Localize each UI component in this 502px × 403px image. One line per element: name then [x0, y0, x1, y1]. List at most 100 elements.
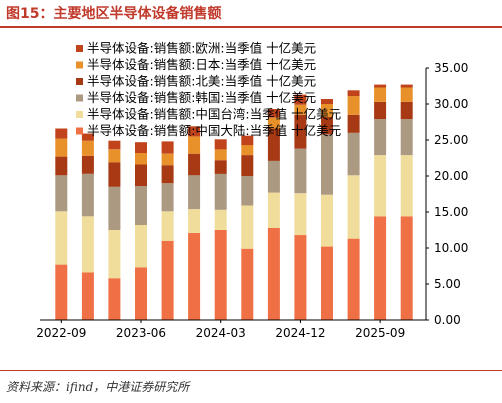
y-tick-label: 35.00: [434, 61, 468, 75]
legend-swatch-north_america: [76, 78, 83, 85]
x-tick-label: 2022-09: [36, 326, 86, 340]
bar-segment-taiwan-2022-12: [81, 216, 94, 273]
y-tick-label: 10.00: [434, 241, 468, 255]
bar-segment-europe-2022-12: [81, 133, 94, 141]
legend-swatch-europe: [76, 45, 83, 52]
legend-label-japan: 半导体设备:销售额:日本:当季值 十亿美元: [87, 57, 316, 72]
x-tick-label: 2024-12: [275, 326, 325, 340]
legend-label-north_america: 半导体设备:销售额:北美:当季值 十亿美元: [87, 74, 316, 89]
legend-swatch-mainland: [76, 127, 83, 135]
bar-segment-taiwan-2024-06: [241, 205, 254, 249]
bar-segment-north_america-2024-03: [214, 160, 227, 174]
bar-segment-korea-2025-06: [347, 132, 360, 176]
bar-segment-taiwan-2025-09: [374, 155, 387, 217]
source-note: 资料来源：ifind，中港证券研究所: [6, 380, 190, 394]
bar-segment-korea-2024-03: [214, 173, 227, 210]
bar-segment-north_america-2025-12: [400, 101, 413, 120]
x-tick-label: 2025-09: [355, 326, 405, 340]
bar-segment-japan-2024-06: [241, 145, 254, 156]
bar-segment-korea-2023-03: [108, 186, 121, 230]
figure-title: 图15：主要地区半导体设备销售额: [6, 6, 222, 22]
bar-segment-mainland-2022-09: [55, 264, 68, 320]
bar-segment-europe-2023-06: [135, 142, 147, 153]
bar-segment-north_america-2025-03: [321, 117, 333, 135]
bar-segment-europe-2025-12: [400, 84, 413, 88]
bar-segment-taiwan-2024-03: [214, 209, 227, 230]
bar-segment-north_america-2024-09: [267, 128, 280, 161]
bar-segment-taiwan-2022-09: [55, 211, 68, 265]
bar-segment-taiwan-2023-12: [188, 209, 201, 233]
bar-segment-japan-2025-12: [400, 87, 413, 102]
bar-segment-europe-2022-09: [55, 128, 68, 139]
bar-segment-north_america-2025-06: [347, 114, 360, 133]
bar-segment-europe-2023-03: [108, 140, 121, 150]
bar-segment-korea-2023-09: [161, 183, 174, 212]
legend-swatch-taiwan: [76, 111, 83, 118]
legend-swatch-japan: [76, 61, 83, 69]
bar-segment-europe-2025-03: [321, 99, 333, 104]
x-axis: 2022-09 2023-06 2024-03 2024-12 2025-09: [36, 319, 426, 340]
bar-segment-europe-2024-09: [267, 109, 280, 118]
bar-segment-mainland-2023-12: [188, 232, 201, 320]
bar-segment-europe-2023-12: [188, 126, 201, 137]
bars-layer: [55, 84, 413, 320]
bar-segment-japan-2024-03: [214, 149, 227, 161]
y-tick-label: 25.00: [434, 133, 468, 147]
y-axis: 0.00 5.00 10.00 15.00 20.00 25.00 30.00 35.00: [425, 61, 468, 327]
bar-segment-japan-2025-06: [347, 96, 360, 115]
bar-segment-mainland-2025-09: [374, 216, 387, 320]
bar-segment-korea-2022-09: [55, 175, 68, 212]
stacked-bar-chart: 2022-09 2023-06 2024-03 2024-12 2025-09 0.00…: [36, 41, 468, 341]
bar-segment-europe-2025-06: [347, 90, 360, 97]
bar-segment-europe-2024-06: [241, 135, 254, 146]
y-tick-label: 15.00: [434, 205, 468, 219]
y-tick-label: 5.00: [434, 277, 461, 291]
bar-segment-taiwan-2025-12: [400, 155, 413, 217]
bar-segment-taiwan-2024-09: [267, 192, 280, 228]
bar-segment-mainland-2025-12: [400, 216, 413, 320]
bar-segment-mainland-2022-12: [81, 272, 94, 320]
bar-segment-europe-2024-03: [214, 139, 227, 150]
bar-segment-north_america-2023-12: [188, 153, 201, 176]
bar-segment-japan-2025-09: [374, 87, 387, 102]
bar-segment-mainland-2023-06: [135, 267, 147, 320]
bar-segment-korea-2024-06: [241, 176, 254, 206]
bar-segment-japan-2023-12: [188, 136, 201, 154]
bar-segment-mainland-2024-06: [241, 248, 254, 320]
legend-label-mainland: 半导体设备:销售额:中国大陆:当季值 十亿美元: [87, 123, 341, 138]
bar-segment-korea-2023-06: [135, 186, 147, 225]
bar-segment-north_america-2023-03: [108, 162, 121, 187]
bar-segment-taiwan-2023-03: [108, 230, 121, 279]
bar-segment-taiwan-2025-06: [347, 175, 360, 239]
bar-segment-mainland-2024-03: [214, 230, 227, 320]
footer-rule: [0, 370, 502, 371]
legend-label-europe: 半导体设备:销售额:欧洲:当季值 十亿美元: [87, 41, 316, 56]
bar-segment-europe-2023-09: [161, 141, 174, 154]
bar-segment-korea-2023-12: [188, 175, 201, 210]
bar-segment-japan-2024-12: [294, 104, 307, 115]
y-tick-label: 30.00: [434, 97, 468, 111]
bar-segment-north_america-2022-09: [55, 156, 68, 176]
bar-segment-north_america-2025-09: [374, 101, 387, 120]
bar-segment-mainland-2025-06: [347, 238, 360, 320]
bar-segment-mainland-2023-03: [108, 278, 121, 320]
bar-segment-europe-2024-12: [294, 94, 307, 105]
bar-segment-japan-2023-09: [161, 153, 174, 166]
bar-segment-japan-2022-12: [81, 140, 94, 156]
bar-segment-korea-2025-03: [321, 134, 333, 195]
bar-segment-north_america-2023-09: [161, 165, 174, 184]
legend-swatch-korea: [76, 94, 83, 102]
bar-segment-mainland-2025-03: [321, 246, 333, 320]
bar-segment-japan-2022-09: [55, 138, 68, 157]
bar-segment-taiwan-2025-03: [321, 194, 333, 247]
bar-segment-japan-2025-03: [321, 104, 333, 117]
bar-segment-japan-2024-09: [267, 117, 280, 129]
x-tick-label: 2023-06: [116, 326, 166, 340]
bar-segment-taiwan-2023-06: [135, 225, 147, 268]
bar-segment-mainland-2024-09: [267, 227, 280, 320]
legend-label-taiwan: 半导体设备:销售额:中国台湾:当季值 十亿美元: [87, 107, 341, 122]
bar-segment-europe-2025-09: [374, 84, 387, 88]
bar-segment-taiwan-2023-09: [161, 211, 174, 241]
y-tick-label: 20.00: [434, 169, 468, 183]
